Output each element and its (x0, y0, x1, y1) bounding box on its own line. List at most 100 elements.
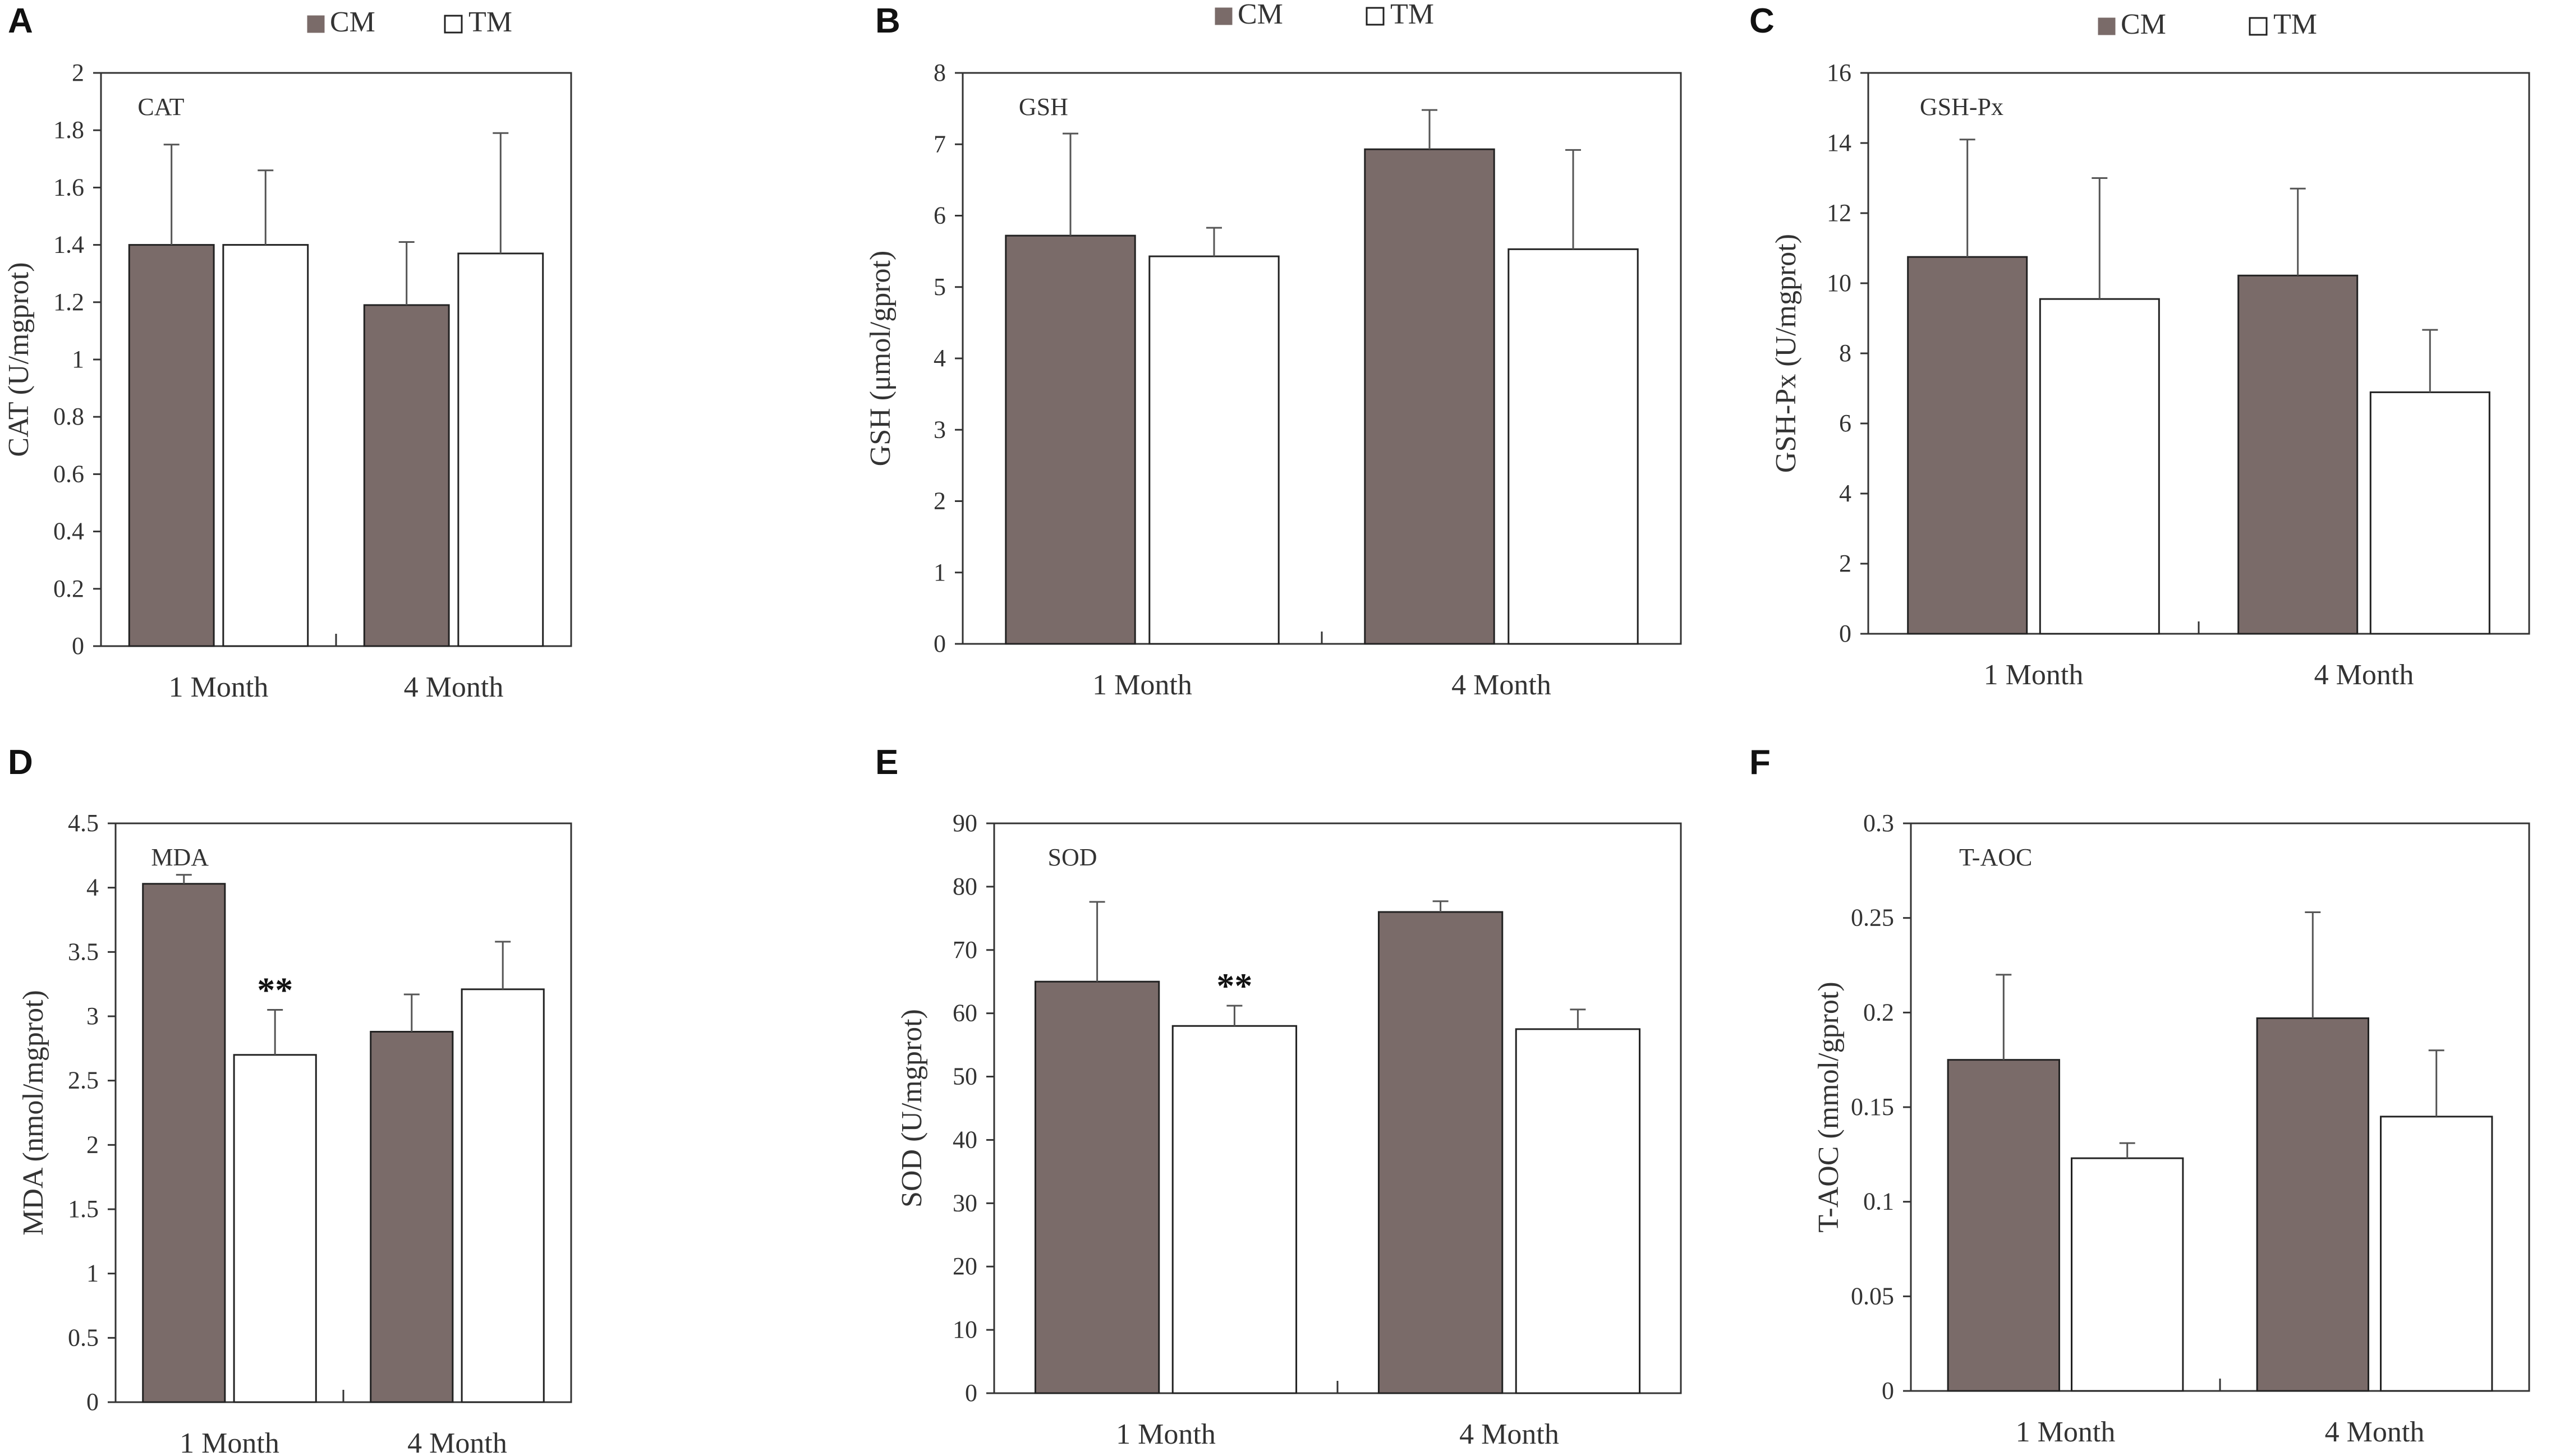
panel-letter: D (8, 743, 33, 782)
chart-panel-c: C CM TM 0 2 4 6 8 10 12 14 16 GSH-Px (U/mgprot) GSH-P… (1749, 2, 2530, 691)
significance-marker: ** (257, 970, 293, 1010)
y-tick-label: 1 (934, 559, 946, 586)
bar-tm (1171, 1025, 1298, 1394)
bar-cm (1364, 148, 1495, 645)
x-tick-label: 4 Month (404, 671, 504, 703)
y-axis-label: CAT (U/mgprot) (3, 262, 35, 457)
y-tick-label: 5 (934, 273, 946, 301)
x-tick-label: 1 Month (180, 1427, 279, 1456)
y-tick-label: 0 (86, 1388, 99, 1416)
y-tick-label: 4.5 (68, 809, 99, 837)
y-tick-label: 0.15 (1851, 1093, 1894, 1121)
significance-marker: ** (1216, 966, 1252, 1006)
y-tick-label: 3.5 (68, 938, 99, 965)
inner-label: SOD (1047, 844, 1097, 871)
x-tick-label: 1 Month (1092, 669, 1192, 701)
y-axis-label: MDA (nmol/mgprot) (17, 990, 49, 1236)
y-tick-label: 1 (72, 345, 84, 373)
legend-tm-swatch (444, 15, 463, 34)
y-tick-label: 0 (1882, 1377, 1894, 1404)
y-tick-label: 3 (934, 416, 946, 443)
y-tick-label: 7 (934, 130, 946, 158)
legend-cm-swatch (307, 15, 325, 33)
bar-cm (128, 244, 215, 647)
panel-letter: B (875, 2, 900, 40)
x-tick-label: 4 Month (2314, 659, 2414, 691)
y-tick-label: 8 (934, 59, 946, 86)
y-tick-label: 2 (934, 487, 946, 515)
y-tick-label: 20 (953, 1252, 977, 1280)
legend-tm-swatch (1366, 7, 1385, 26)
y-tick-label: 6 (1839, 409, 1851, 437)
y-tick-label: 2 (86, 1131, 99, 1158)
y-axis-label: T-AOC (mmol/gprot) (1813, 982, 1845, 1232)
y-tick-label: 0.05 (1851, 1282, 1894, 1310)
y-axis-label: SOD (U/mgprot) (896, 1009, 928, 1208)
chart-panel-a: A CM TM 0 0.2 0.4 0.6 0.8 1 1.2 1.4 1.6 1.8 2 CAT (U/m… (3, 2, 572, 703)
x-tick-label: 4 Month (407, 1427, 507, 1456)
bar-tm (457, 252, 544, 647)
bar-tm (1148, 255, 1280, 645)
legend-cm-swatch (1215, 7, 1233, 25)
y-tick-label: 1.2 (53, 288, 84, 316)
legend-tm-label: TM (1390, 0, 1434, 30)
bar-tm (233, 1054, 317, 1403)
panel-letter: E (875, 743, 898, 782)
x-tick-label: 1 Month (1984, 659, 2084, 691)
panel-letter: A (8, 2, 33, 40)
bar-cm (1377, 911, 1504, 1394)
y-tick-label: 70 (953, 936, 977, 964)
chart-panel-f: F 0 0.05 0.1 0.15 0.2 0.25 0.3 T-AOC (mmol/gprot… (1749, 743, 2530, 1448)
inner-label: GSH (1019, 93, 1068, 121)
y-axis-label: GSH (μmol/gprot) (865, 251, 897, 467)
y-tick-label: 2 (1839, 550, 1851, 577)
y-tick-label: 2 (72, 59, 84, 86)
y-tick-label: 0.25 (1851, 904, 1894, 932)
bar-cm (2237, 274, 2359, 635)
bar-cm (2256, 1017, 2369, 1392)
y-tick-label: 10 (953, 1316, 977, 1343)
inner-label: T-AOC (1959, 844, 2032, 871)
legend-tm-swatch (2249, 17, 2268, 36)
inner-label: CAT (137, 93, 184, 121)
y-tick-label: 40 (953, 1126, 977, 1153)
y-tick-label: 0.3 (1863, 809, 1894, 837)
legend-cm-label: CM (330, 6, 375, 38)
bar-cm (142, 883, 226, 1403)
bar-tm (222, 244, 309, 647)
x-tick-label: 1 Month (1116, 1418, 1216, 1450)
y-tick-label: 4 (86, 874, 99, 901)
bar-tm (1515, 1028, 1641, 1394)
y-tick-label: 60 (953, 999, 977, 1027)
y-tick-label: 0.8 (53, 403, 84, 430)
bar-cm (1005, 234, 1136, 645)
bar-cm (1034, 980, 1160, 1394)
y-tick-label: 14 (1827, 129, 1851, 156)
bar-tm (2039, 298, 2160, 635)
y-tick-label: 0 (1839, 620, 1851, 647)
panel-letter: C (1749, 2, 1775, 40)
bar-cm (1907, 256, 2028, 635)
chart-panel-d: D 0 0.5 1 1.5 2 2.5 3 3.5 4 4.5 MDA (nmol/mgprot) MD… (8, 743, 572, 1456)
legend-cm-swatch (2098, 17, 2116, 35)
y-tick-label: 0.5 (68, 1324, 99, 1351)
y-tick-label: 50 (953, 1063, 977, 1090)
y-tick-label: 12 (1827, 199, 1851, 227)
y-axis-label: GSH-Px (U/mgprot) (1770, 234, 1802, 473)
y-tick-label: 0.1 (1863, 1188, 1894, 1215)
legend-tm-label: TM (2273, 8, 2317, 40)
y-tick-label: 90 (953, 809, 977, 837)
y-tick-label: 2.5 (68, 1067, 99, 1094)
x-tick-label: 4 Month (1451, 669, 1551, 701)
y-tick-label: 3 (86, 1002, 99, 1030)
y-tick-label: 0.6 (53, 460, 84, 487)
y-tick-label: 1 (86, 1260, 99, 1287)
y-tick-label: 10 (1827, 269, 1851, 297)
legend-cm-label: CM (1238, 0, 1283, 30)
legend-tm-label: TM (468, 6, 512, 38)
y-tick-label: 6 (934, 202, 946, 229)
chart-panel-e: E 0 10 20 30 40 50 60 70 80 90 SOD (U/mgprot) SOD 1 M… (875, 743, 1682, 1450)
y-tick-label: 0 (72, 632, 84, 660)
y-tick-label: 0 (965, 1379, 977, 1407)
y-tick-label: 4 (934, 344, 946, 372)
